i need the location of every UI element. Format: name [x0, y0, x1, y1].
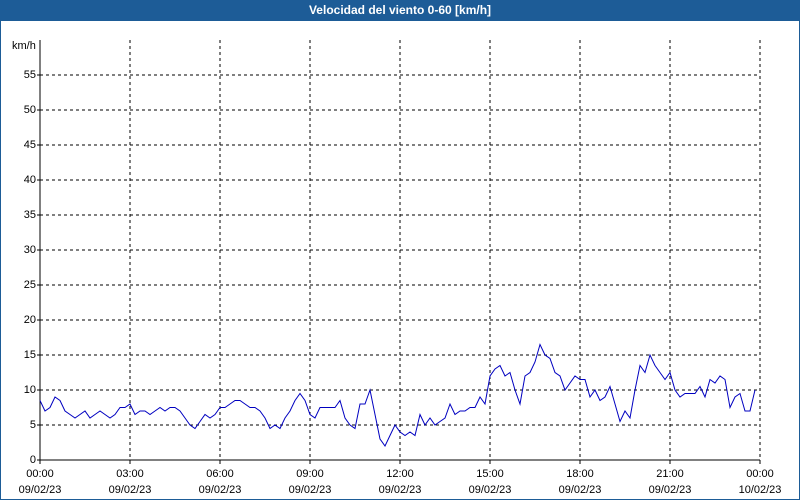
y-tick-label: 25 — [24, 279, 36, 291]
y-tick-label: 45 — [24, 139, 36, 151]
y-axis-label: km/h — [12, 40, 36, 52]
y-tick-label: 5 — [30, 419, 36, 431]
y-tick-label: 10 — [24, 384, 36, 396]
x-tick-label: 03:00 — [116, 468, 144, 480]
y-tick-label: 50 — [24, 104, 36, 116]
title-bar — [0, 0, 800, 20]
y-tick-label: 35 — [24, 209, 36, 221]
x-tick-date: 09/02/23 — [379, 484, 422, 496]
x-tick-date: 09/02/23 — [109, 484, 152, 496]
x-tick-date: 09/02/23 — [289, 484, 332, 496]
x-tick-date: 09/02/23 — [649, 484, 692, 496]
x-tick-label: 21:00 — [656, 468, 684, 480]
x-tick-date: 09/02/23 — [199, 484, 242, 496]
data-line — [39, 343, 756, 447]
x-tick-date: 10/02/23 — [739, 484, 782, 496]
x-tick-label: 00:00 — [26, 468, 54, 480]
x-tick-label: 15:00 — [476, 468, 504, 480]
x-tick-label: 18:00 — [566, 468, 594, 480]
y-tick-label: 0 — [30, 454, 36, 466]
y-tick-label: 20 — [24, 314, 36, 326]
y-tick-label: 55 — [24, 69, 36, 81]
y-tick-label: 15 — [24, 349, 36, 361]
x-tick-label: 00:00 — [746, 468, 774, 480]
x-tick-date: 09/02/23 — [19, 484, 62, 496]
x-tick-label: 06:00 — [206, 468, 234, 480]
x-tick-label: 09:00 — [296, 468, 324, 480]
chart-title: Velocidad del viento 0-60 [km/h] — [309, 3, 491, 17]
y-tick-label: 40 — [24, 174, 36, 186]
frame — [0, 20, 800, 500]
y-tick-label: 30 — [24, 244, 36, 256]
x-tick-label: 12:00 — [386, 468, 414, 480]
x-tick-date: 09/02/23 — [559, 484, 602, 496]
x-tick-date: 09/02/23 — [469, 484, 512, 496]
